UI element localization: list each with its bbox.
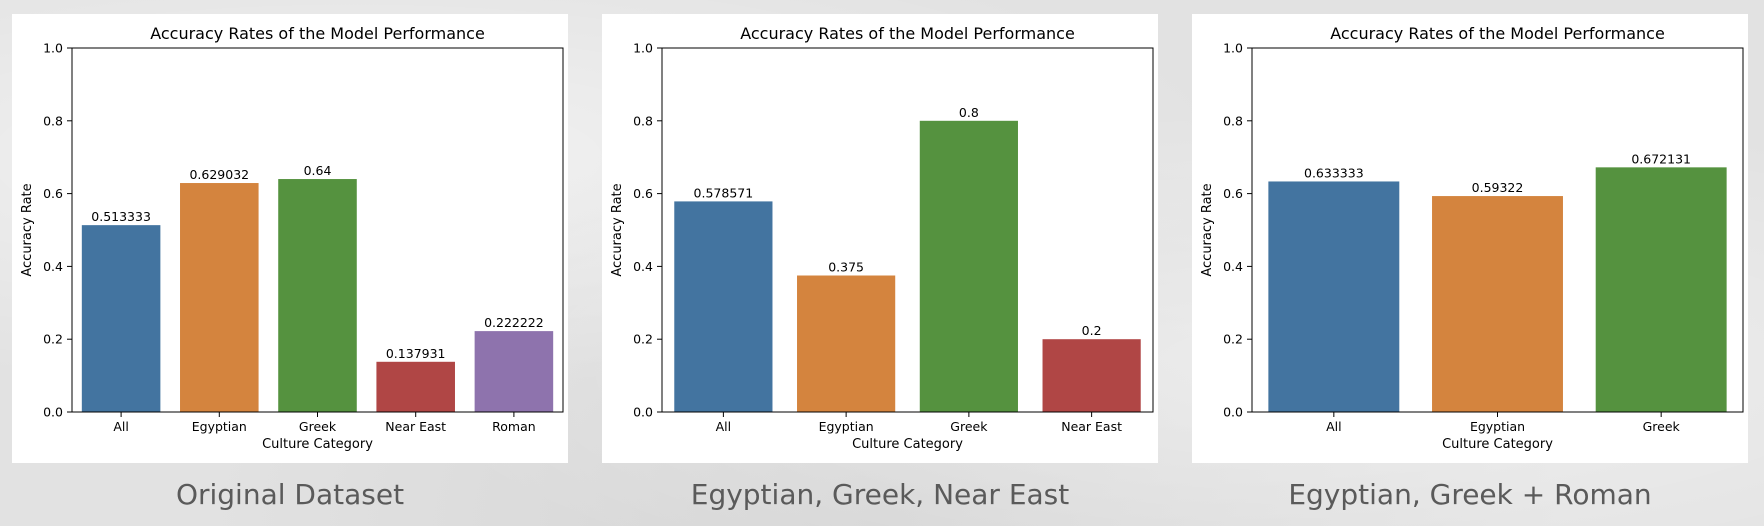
x-tick-label: Roman <box>492 419 536 434</box>
bar-near-east <box>376 361 455 412</box>
data-label: 0.137931 <box>386 346 446 361</box>
x-axis-label: Culture Category <box>262 437 373 452</box>
data-label: 0.8 <box>959 105 979 120</box>
caption-3: Egyptian, Greek + Roman <box>1288 478 1652 511</box>
y-tick-label: 0.8 <box>1223 113 1243 128</box>
y-tick-label: 1.0 <box>1223 41 1243 56</box>
chart-panel-1: Accuracy Rates of the Model Performance 0… <box>12 14 568 463</box>
x-tick-label: All <box>113 419 129 434</box>
data-label: 0.2 <box>1082 323 1102 338</box>
bar-egyptian <box>180 183 259 412</box>
x-tick-label: Greek <box>950 419 988 434</box>
x-tick-label: All <box>1326 419 1342 434</box>
x-tick-label: Greek <box>299 419 337 434</box>
y-tick-label: 0.0 <box>633 405 653 420</box>
y-tick-label: 1.0 <box>43 41 63 56</box>
plot-frame <box>661 47 1154 413</box>
y-tick-label: 0.6 <box>1223 186 1243 201</box>
bar-near-east <box>1042 339 1141 412</box>
y-tick-label: 0.2 <box>43 332 63 347</box>
y-tick-label: 0.4 <box>43 259 63 274</box>
x-tick-label: Near East <box>1061 419 1122 434</box>
chart-title: Accuracy Rates of the Model Performance <box>740 24 1075 43</box>
y-axis-label: Accuracy Rate <box>20 183 35 276</box>
y-tick-label: 0.4 <box>1223 259 1243 274</box>
x-tick-label: Egyptian <box>192 419 247 434</box>
data-label: 0.672131 <box>1631 151 1691 166</box>
bar-all <box>81 225 161 412</box>
y-tick-label: 1.0 <box>633 41 653 56</box>
data-label: 0.513333 <box>91 209 151 224</box>
caption-2: Egyptian, Greek, Near East <box>690 478 1070 511</box>
plot-frame <box>1251 47 1744 413</box>
y-tick-label: 0.2 <box>1223 332 1243 347</box>
y-tick-label: 0.4 <box>633 259 653 274</box>
y-tick-label: 0.2 <box>633 332 653 347</box>
chart-title: Accuracy Rates of the Model Performance <box>1330 24 1665 43</box>
data-label: 0.633333 <box>1304 165 1364 180</box>
y-axis-label: Accuracy Rate <box>610 183 625 276</box>
data-label: 0.375 <box>828 260 864 275</box>
x-tick-label: All <box>716 419 732 434</box>
bar-chart-2: Accuracy Rates of the Model Performance 0… <box>610 24 1154 452</box>
bar-chart-3: Accuracy Rates of the Model Performance 0… <box>1200 24 1744 452</box>
data-label: 0.629032 <box>189 167 249 182</box>
bar-roman <box>474 331 554 412</box>
bar-all <box>674 201 773 412</box>
chart-panel-3: Accuracy Rates of the Model Performance 0… <box>1192 14 1748 463</box>
data-label: 0.64 <box>304 163 332 178</box>
y-tick-label: 0.6 <box>633 186 653 201</box>
bar-greek <box>278 179 357 412</box>
plot-frame <box>71 47 564 413</box>
data-label: 0.222222 <box>484 315 544 330</box>
y-tick-label: 0.8 <box>43 113 63 128</box>
caption-1: Original Dataset <box>175 478 405 511</box>
bar-chart-1: Accuracy Rates of the Model Performance 0… <box>20 24 564 452</box>
bar-egyptian <box>1432 196 1563 412</box>
y-axis-label: Accuracy Rate <box>1200 183 1215 276</box>
x-tick-label: Egyptian <box>1470 419 1525 434</box>
bar-greek <box>919 120 1018 413</box>
data-label: 0.59322 <box>1472 180 1524 195</box>
chart-title: Accuracy Rates of the Model Performance <box>150 24 485 43</box>
y-tick-label: 0.0 <box>43 405 63 420</box>
y-tick-label: 0.6 <box>43 186 63 201</box>
chart-panel-2: Accuracy Rates of the Model Performance 0… <box>602 14 1158 463</box>
x-tick-label: Egyptian <box>819 419 874 434</box>
y-tick-label: 0.8 <box>633 113 653 128</box>
y-tick-label: 0.0 <box>1223 405 1243 420</box>
bar-all <box>1268 181 1400 412</box>
x-tick-label: Near East <box>385 419 446 434</box>
x-axis-label: Culture Category <box>1442 437 1553 452</box>
bar-greek <box>1595 167 1727 412</box>
data-label: 0.578571 <box>694 185 754 200</box>
x-tick-label: Greek <box>1643 419 1681 434</box>
bar-egyptian <box>797 275 896 412</box>
x-axis-label: Culture Category <box>852 437 963 452</box>
